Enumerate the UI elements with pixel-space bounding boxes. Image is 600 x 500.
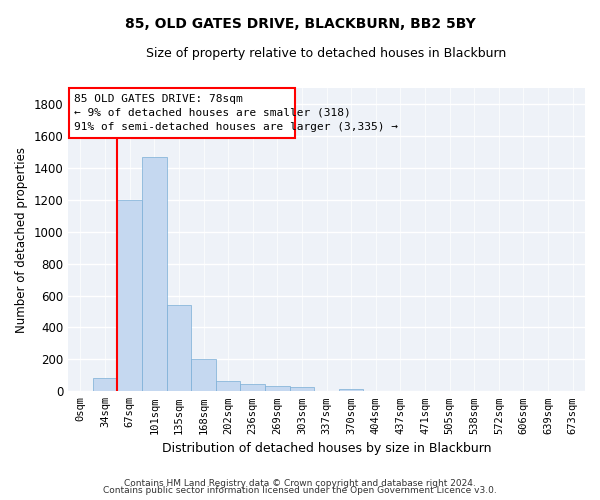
Text: Contains HM Land Registry data © Crown copyright and database right 2024.: Contains HM Land Registry data © Crown c…	[124, 478, 476, 488]
FancyBboxPatch shape	[70, 88, 295, 138]
Text: 85 OLD GATES DRIVE: 78sqm
← 9% of detached houses are smaller (318)
91% of semi-: 85 OLD GATES DRIVE: 78sqm ← 9% of detach…	[74, 94, 398, 132]
Bar	[241, 384, 265, 392]
Text: Contains public sector information licensed under the Open Government Licence v3: Contains public sector information licen…	[103, 486, 497, 495]
Bar	[93, 378, 118, 392]
Bar	[216, 381, 241, 392]
Y-axis label: Number of detached properties: Number of detached properties	[15, 146, 28, 332]
Title: Size of property relative to detached houses in Blackburn: Size of property relative to detached ho…	[146, 48, 507, 60]
Bar	[118, 200, 142, 392]
Bar	[191, 358, 216, 392]
Bar	[167, 305, 191, 392]
Bar	[290, 387, 314, 392]
X-axis label: Distribution of detached houses by size in Blackburn: Distribution of detached houses by size …	[162, 442, 491, 455]
Bar	[142, 158, 167, 392]
Text: 85, OLD GATES DRIVE, BLACKBURN, BB2 5BY: 85, OLD GATES DRIVE, BLACKBURN, BB2 5BY	[125, 18, 475, 32]
Bar	[265, 386, 290, 392]
Bar	[339, 389, 364, 392]
